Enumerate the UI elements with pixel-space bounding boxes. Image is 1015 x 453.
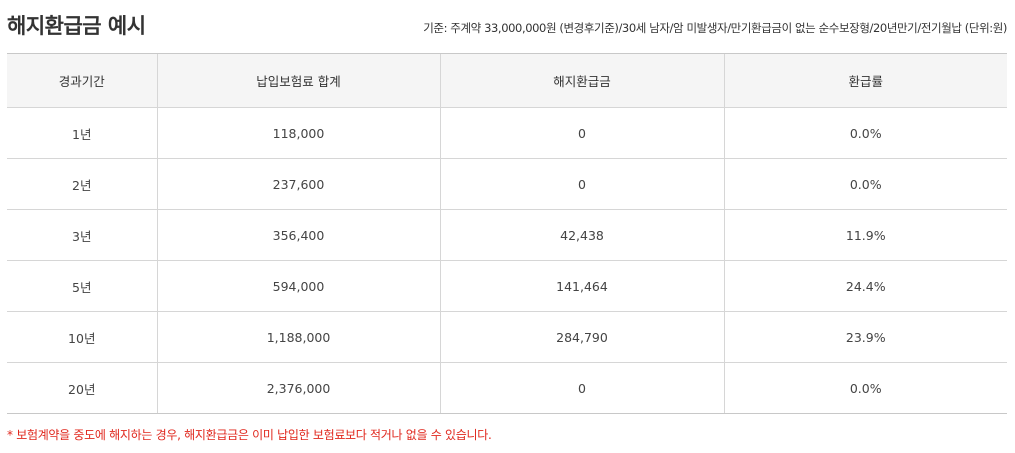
cell-refund-rate: 0.0% bbox=[723, 362, 1007, 414]
cell-premium-total: 356,400 bbox=[156, 209, 440, 261]
column-header-refund: 해지환급금 bbox=[439, 53, 724, 108]
table-row: 3년 356,400 42,438 11.9% bbox=[7, 209, 1007, 261]
cell-refund-rate: 24.4% bbox=[723, 260, 1007, 312]
cell-refund: 0 bbox=[439, 362, 724, 414]
cell-period: 3년 bbox=[7, 209, 157, 261]
basis-note: 기준: 주계약 33,000,000원 (변경후기준)/30세 남자/암 미발생… bbox=[423, 21, 1007, 35]
cell-refund-rate: 23.9% bbox=[723, 311, 1007, 363]
cell-period: 5년 bbox=[7, 260, 157, 312]
cell-refund: 0 bbox=[439, 107, 724, 159]
cell-premium-total: 118,000 bbox=[156, 107, 440, 159]
column-header-premium-total: 납입보험료 합계 bbox=[156, 53, 440, 108]
cell-refund: 0 bbox=[439, 158, 724, 210]
cell-premium-total: 594,000 bbox=[156, 260, 440, 312]
page-header: 해지환급금 예시 기준: 주계약 33,000,000원 (변경후기준)/30세… bbox=[7, 0, 1007, 52]
table-row: 10년 1,188,000 284,790 23.9% bbox=[7, 311, 1007, 363]
cell-period: 10년 bbox=[7, 311, 157, 363]
page-title: 해지환급금 예시 bbox=[7, 14, 146, 38]
column-header-refund-rate: 환급률 bbox=[723, 53, 1007, 108]
cell-refund: 284,790 bbox=[439, 311, 724, 363]
table-row: 20년 2,376,000 0 0.0% bbox=[7, 362, 1007, 414]
table-row: 1년 118,000 0 0.0% bbox=[7, 107, 1007, 159]
cell-refund: 42,438 bbox=[439, 209, 724, 261]
cell-refund-rate: 0.0% bbox=[723, 107, 1007, 159]
cell-refund: 141,464 bbox=[439, 260, 724, 312]
cell-premium-total: 237,600 bbox=[156, 158, 440, 210]
cell-premium-total: 1,188,000 bbox=[156, 311, 440, 363]
cell-refund-rate: 0.0% bbox=[723, 158, 1007, 210]
table-row: 2년 237,600 0 0.0% bbox=[7, 158, 1007, 210]
column-header-period: 경과기간 bbox=[7, 53, 157, 108]
cell-premium-total: 2,376,000 bbox=[156, 362, 440, 414]
cell-period: 20년 bbox=[7, 362, 157, 414]
table-row: 5년 594,000 141,464 24.4% bbox=[7, 260, 1007, 312]
table-header-row: 경과기간 납입보험료 합계 해지환급금 환급률 bbox=[7, 53, 1007, 108]
cell-period: 1년 bbox=[7, 107, 157, 159]
footnote-warning: * 보험계약을 중도에 해지하는 경우, 해지환급금은 이미 납입한 보험료보다… bbox=[7, 428, 492, 442]
cell-period: 2년 bbox=[7, 158, 157, 210]
cell-refund-rate: 11.9% bbox=[723, 209, 1007, 261]
refund-table: 경과기간 납입보험료 합계 해지환급금 환급률 1년 118,000 0 0.0… bbox=[7, 53, 1007, 414]
